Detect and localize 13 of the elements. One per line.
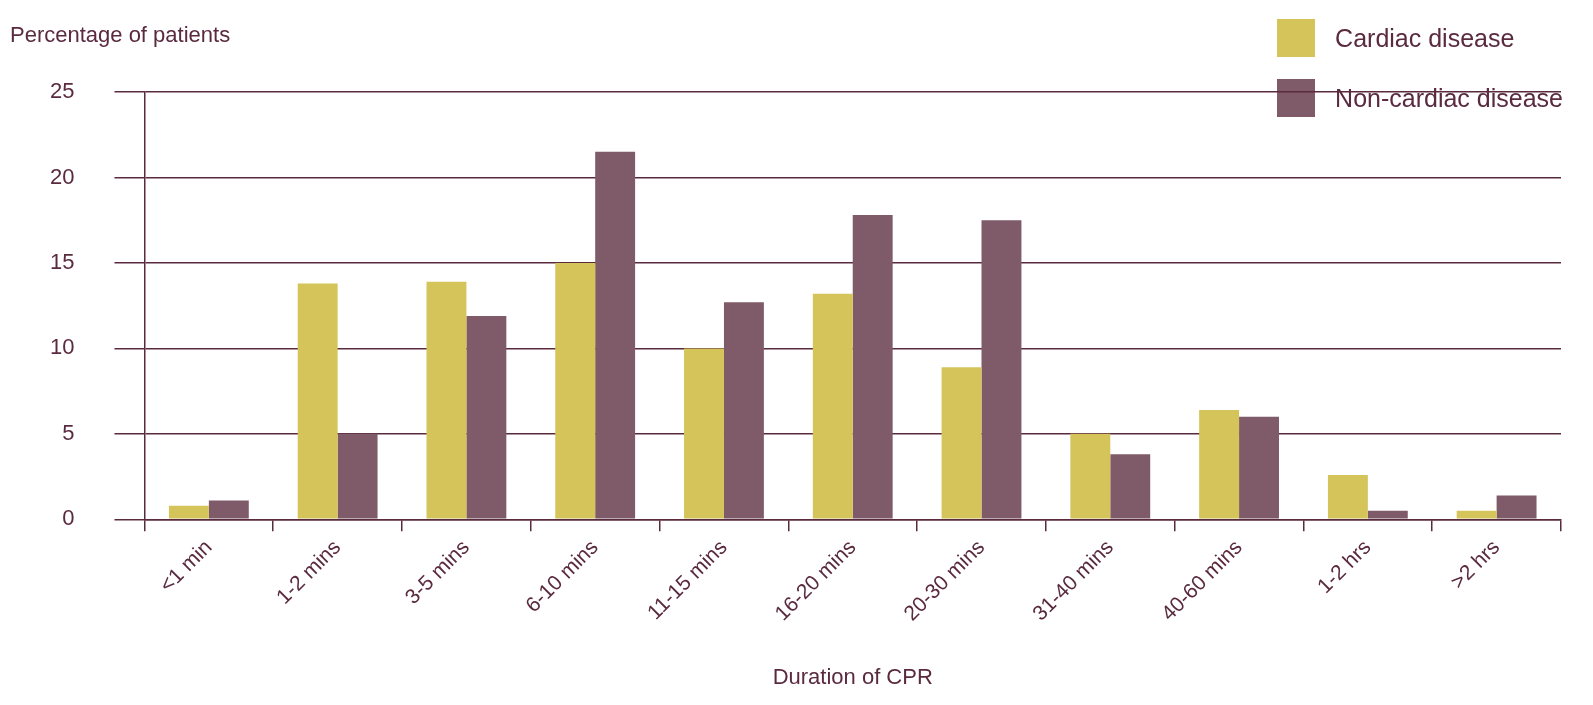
x-tick-label: >2 hrs [1445,534,1504,593]
y-tick-label: 20 [49,163,75,189]
x-tick-label: <1 min [154,534,216,597]
y-tick-label: 5 [62,419,75,445]
y-tick-label: 0 [62,505,75,531]
y-tick-label: 25 [49,78,75,104]
legend-label: Non-cardiac disease [1335,83,1563,113]
x-axis-title: Duration of CPR [772,663,933,689]
x-tick-label: 1-2 hrs [1312,534,1375,598]
y-tick-label: 15 [49,248,75,274]
y-tick-label: 10 [49,334,75,360]
legend-label: Cardiac disease [1335,23,1515,53]
y-axis-title: Percentage of patients [10,22,231,48]
